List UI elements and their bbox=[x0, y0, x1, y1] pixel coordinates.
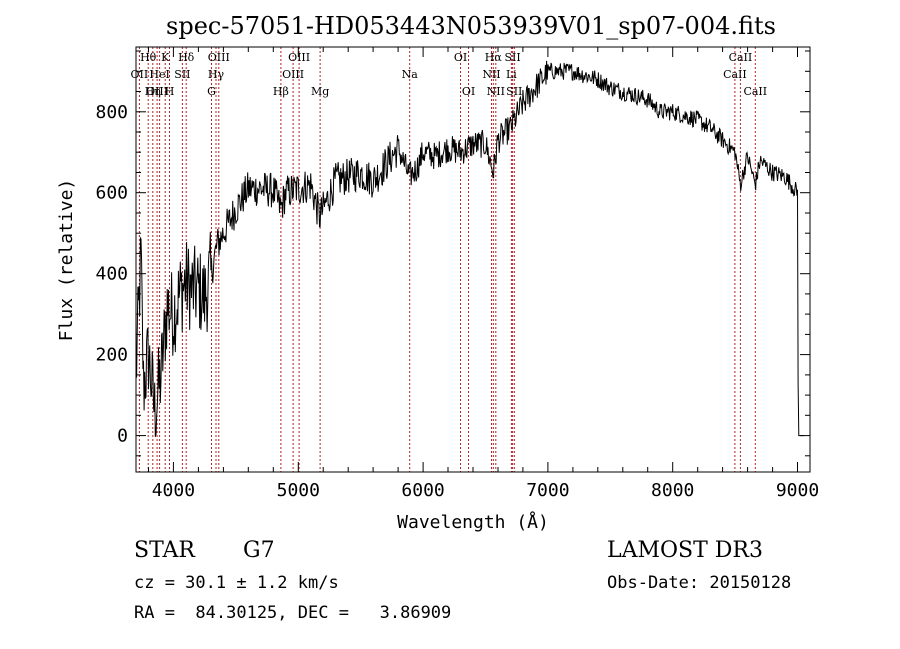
line-label-16: Na bbox=[402, 68, 419, 81]
spectral-line-labels: Hθ OII OIII K H Hη HeI SII Hδ OIII Hγ G Hβ OIII OIII Mg… bbox=[131, 51, 768, 98]
line-label-21: NII bbox=[487, 85, 505, 98]
line-label-18: OI bbox=[462, 85, 475, 98]
y-tick-label: 800 bbox=[95, 102, 128, 123]
line-label-3: K bbox=[161, 51, 170, 64]
object-class: STAR bbox=[134, 538, 195, 563]
line-label-11: G bbox=[207, 85, 216, 98]
observation-date: Obs-Date: 20150128 bbox=[607, 573, 792, 593]
line-label-17: OI bbox=[454, 51, 467, 64]
y-axis-label: Flux (relative) bbox=[56, 179, 77, 342]
x-tick-label: 9000 bbox=[776, 480, 819, 501]
line-label-7: SII bbox=[174, 68, 190, 81]
line-label-13: OIII bbox=[282, 68, 304, 81]
y-axis-ticks: 0 200 400 600 800 bbox=[95, 50, 810, 457]
line-label-26: CaII bbox=[723, 68, 747, 81]
plot-frame bbox=[135, 46, 811, 473]
line-label-5: Hη bbox=[145, 85, 161, 98]
chart-title: spec-57051-HD053443N053939V01_sp07-004.f… bbox=[166, 12, 776, 40]
line-label-20: NII bbox=[482, 68, 500, 81]
line-label-2: OIII bbox=[146, 85, 168, 98]
x-tick-label: 4000 bbox=[152, 480, 195, 501]
x-axis-ticks: 4000 5000 6000 7000 8000 9000 bbox=[148, 47, 819, 501]
y-tick-label: 400 bbox=[95, 264, 128, 285]
line-label-1: OII bbox=[131, 68, 149, 81]
x-tick-label: 7000 bbox=[526, 480, 569, 501]
line-label-0: Hθ bbox=[140, 51, 157, 64]
line-label-10: Hγ bbox=[208, 68, 225, 81]
x-tick-label: 5000 bbox=[277, 480, 320, 501]
line-label-8: Hδ bbox=[178, 51, 195, 64]
y-tick-label: 200 bbox=[95, 345, 128, 366]
line-label-27: CaII bbox=[743, 85, 767, 98]
line-label-4: H bbox=[165, 85, 175, 98]
x-tick-label: 6000 bbox=[401, 480, 444, 501]
line-label-22: SII bbox=[504, 51, 520, 64]
line-label-15: Mg bbox=[311, 85, 329, 98]
line-label-14: OIII bbox=[288, 51, 310, 64]
y-tick-label: 600 bbox=[95, 183, 128, 204]
line-label-25: CaII bbox=[729, 51, 753, 64]
line-label-9: OIII bbox=[208, 51, 230, 64]
survey-label: LAMOST DR3 bbox=[607, 538, 763, 563]
redshift-velocity: cz = 30.1 ± 1.2 km/s bbox=[134, 573, 339, 593]
line-label-23: Li bbox=[506, 68, 517, 81]
y-tick-label: 0 bbox=[117, 426, 128, 447]
line-label-12: Hβ bbox=[273, 85, 289, 98]
spectrum-trace bbox=[135, 60, 804, 437]
object-subclass: G7 bbox=[243, 538, 275, 563]
line-label-6: HeI bbox=[149, 68, 169, 81]
spectral-line-markers bbox=[138, 47, 756, 472]
x-axis-label: Wavelength (Å) bbox=[397, 511, 549, 533]
x-tick-label: 8000 bbox=[651, 480, 694, 501]
line-label-19: Hα bbox=[485, 51, 503, 64]
line-label-24: SII bbox=[506, 85, 522, 98]
ra-dec-coordinates: RA = 84.30125, DEC = 3.86909 bbox=[134, 603, 452, 623]
